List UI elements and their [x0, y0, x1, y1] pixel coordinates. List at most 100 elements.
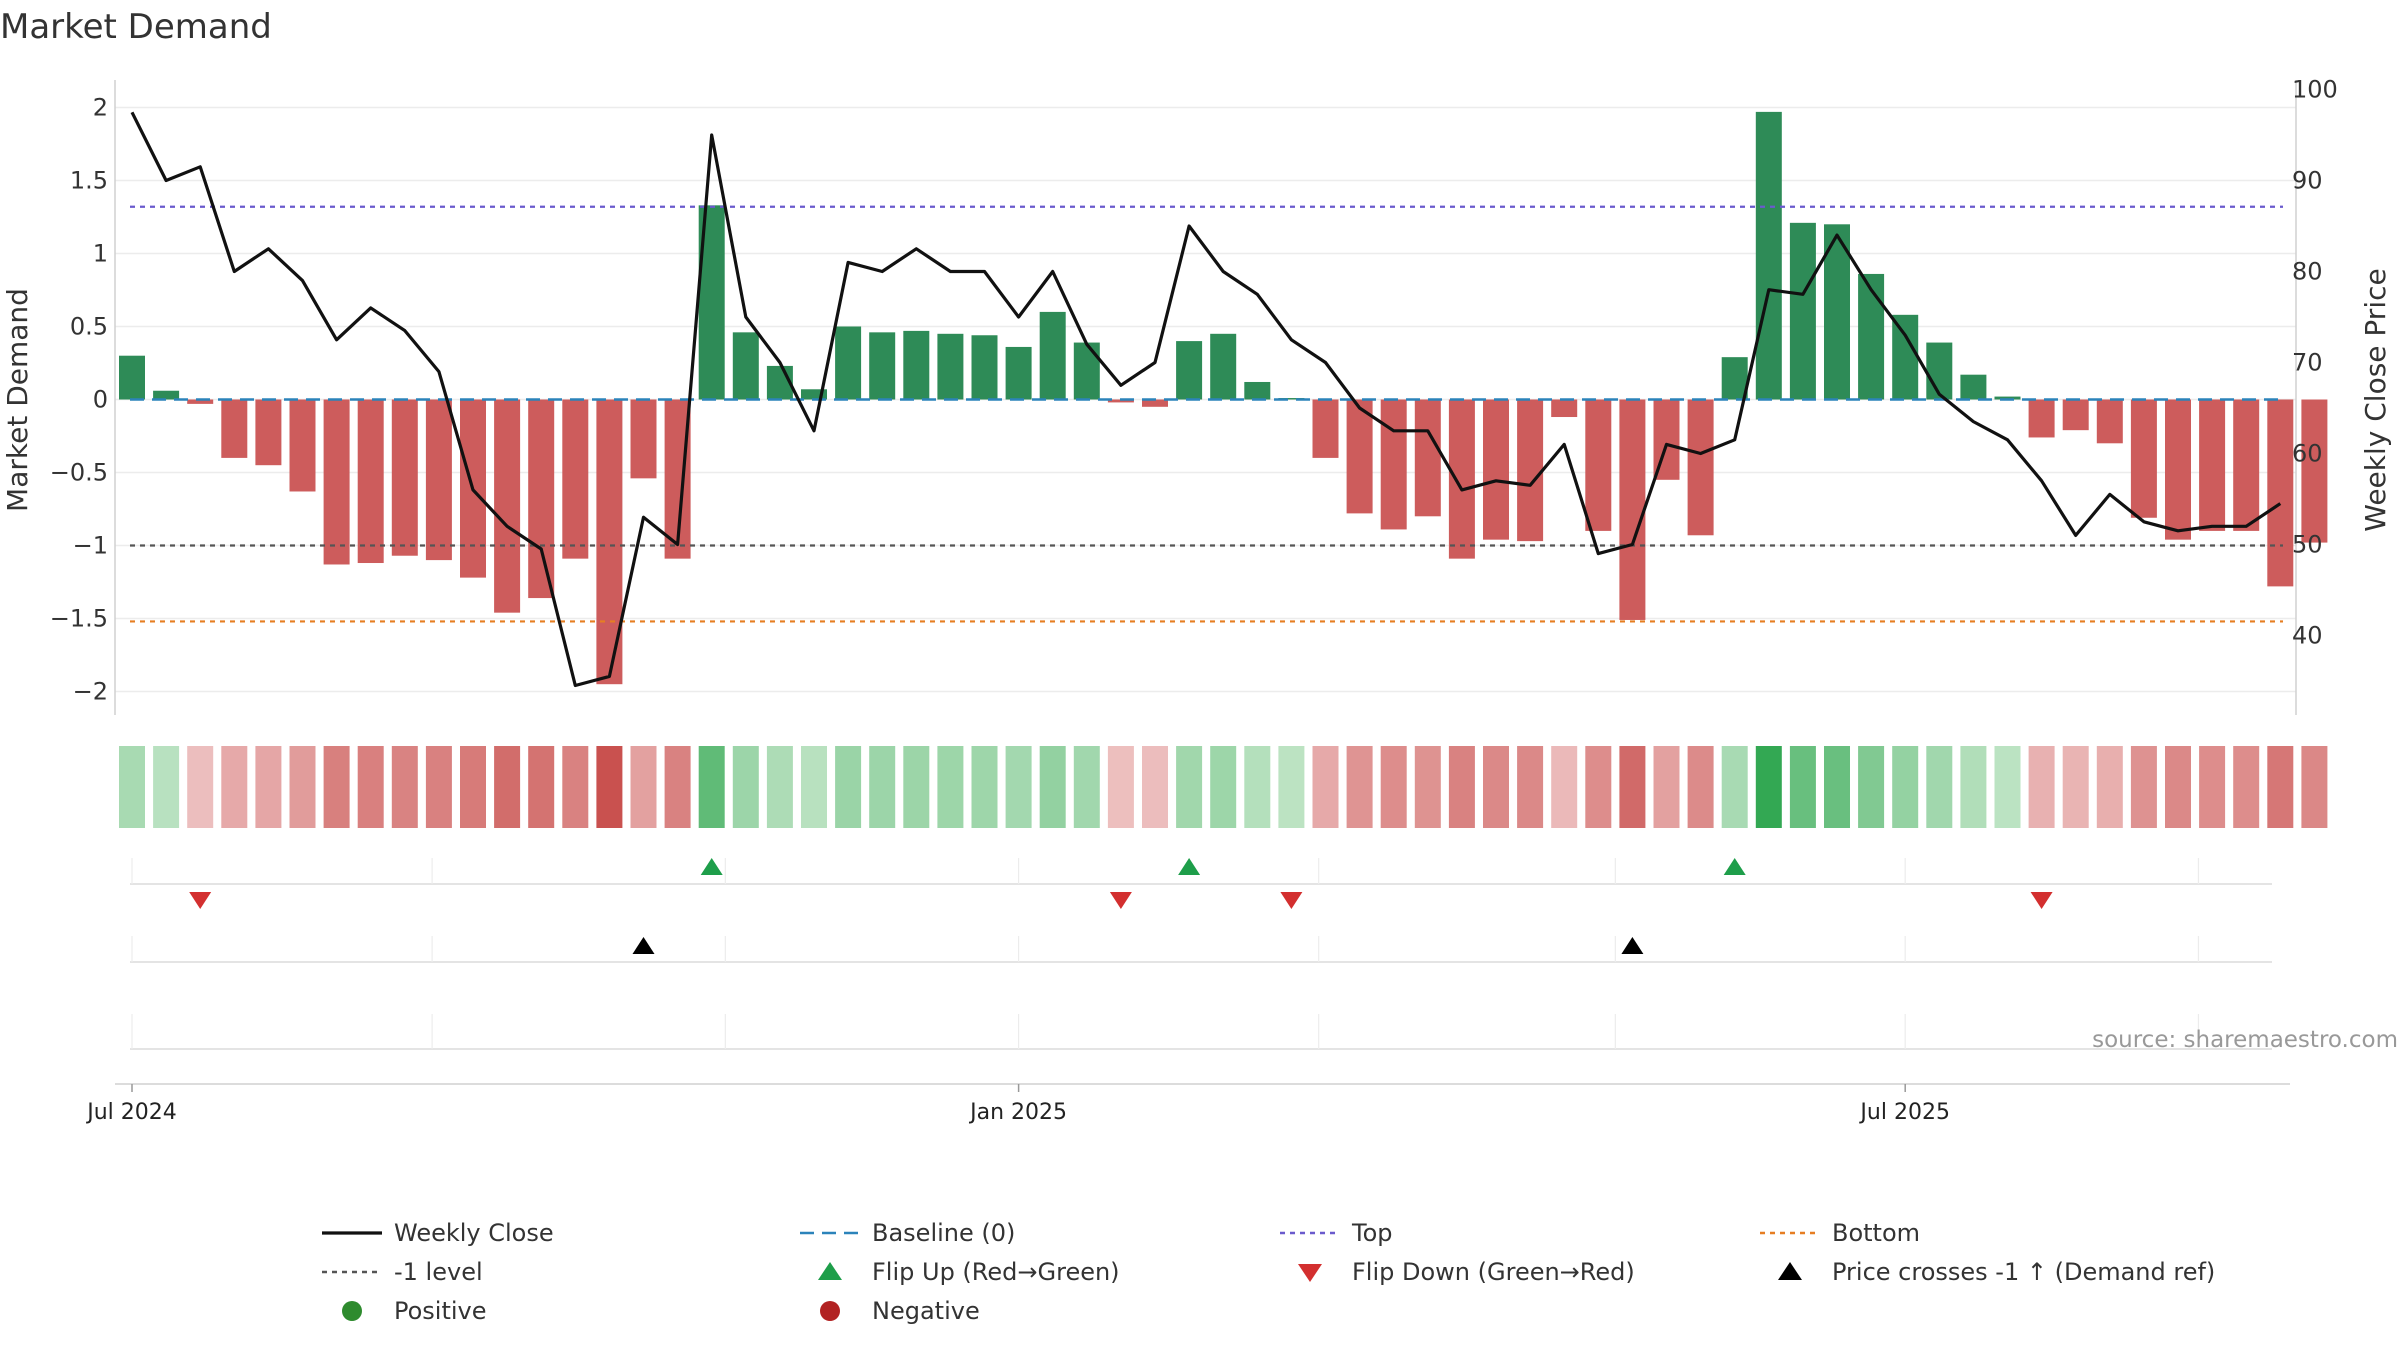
heat-cell	[664, 746, 691, 828]
heat-cell	[119, 746, 145, 828]
heat-cell	[494, 746, 521, 828]
heat-cell	[562, 746, 589, 828]
demand-bar	[1517, 399, 1544, 542]
demand-bar	[391, 399, 418, 556]
heat-cell	[1039, 746, 1066, 828]
y2-tick-label: 70	[2292, 349, 2323, 377]
demand-bar	[937, 333, 964, 400]
heat-cell	[1858, 746, 1885, 828]
y-tick-label: 1.5	[70, 167, 108, 195]
heat-cell	[2199, 746, 2226, 828]
heat-cell	[1414, 746, 1441, 828]
heat-cell	[2028, 746, 2055, 828]
y-tick-label: 1	[93, 240, 108, 268]
legend-label: Negative	[872, 1297, 980, 1325]
demand-bar	[1585, 399, 1612, 531]
heat-cell	[1892, 746, 1919, 828]
demand-bar	[1619, 399, 1646, 620]
heat-cell	[596, 746, 623, 828]
demand-bar	[903, 330, 930, 400]
heat-cell	[289, 746, 316, 828]
demand-bar	[2233, 399, 2260, 531]
heat-cell	[357, 746, 384, 828]
y-axis-title: Market Demand	[1, 288, 34, 512]
heat-cell	[1721, 746, 1748, 828]
x-tick-label: Jul 2025	[1858, 1100, 1950, 1125]
demand-bar	[119, 355, 145, 400]
heat-cell	[1142, 746, 1168, 828]
demand-bar	[255, 399, 282, 466]
source-note: source: sharemaestro.com	[2092, 1027, 2398, 1053]
heat-cell	[391, 746, 418, 828]
chart-title: Market Demand	[0, 7, 272, 47]
demand-bar	[1176, 341, 1203, 400]
heat-cell	[1926, 746, 1953, 828]
demand-bar	[1551, 399, 1578, 418]
demand-bar	[2130, 399, 2157, 518]
flip-down-marker	[1109, 892, 1132, 909]
heat-cell	[1107, 746, 1134, 828]
demand-bar	[2028, 399, 2055, 438]
heat-cell	[2130, 746, 2157, 828]
heat-cell	[1755, 746, 1782, 828]
heat-cell	[255, 746, 282, 828]
demand-bar	[1073, 342, 1100, 400]
heat-cell	[1824, 746, 1850, 828]
heat-cell	[801, 746, 827, 828]
demand-bar	[869, 332, 896, 400]
heat-cell	[153, 746, 180, 828]
heat-cell	[528, 746, 555, 828]
demand-bar	[1039, 311, 1066, 400]
price-cross-marker	[632, 937, 655, 954]
legend-swatch-dot	[342, 1301, 362, 1321]
demand-bar	[528, 399, 555, 599]
demand-bar	[1994, 396, 2021, 400]
demand-bar	[1346, 399, 1373, 514]
demand-bar	[1142, 399, 1168, 407]
heat-cell	[2267, 746, 2294, 828]
demand-bar	[1721, 357, 1748, 400]
heat-cell	[2062, 746, 2089, 828]
heat-cell	[1517, 746, 1544, 828]
legend-label: Bottom	[1832, 1219, 1920, 1247]
demand-bar	[1005, 346, 1032, 400]
heat-cell	[1448, 746, 1475, 828]
demand-bar	[562, 399, 589, 559]
weekly-close-line	[130, 111, 2282, 688]
y2-tick-label: 50	[2292, 531, 2323, 559]
y2-tick-label: 80	[2292, 258, 2323, 286]
flip-up-marker	[1178, 858, 1201, 875]
price-cross-marker	[1621, 937, 1644, 954]
heat-cell	[1210, 746, 1237, 828]
heat-cell	[1244, 746, 1271, 828]
demand-bar	[153, 390, 180, 400]
reference-lines	[130, 205, 2283, 623]
demand-bar	[289, 399, 316, 492]
heat-cell	[1687, 746, 1714, 828]
demand-bar	[2199, 399, 2226, 531]
heat-cell	[1551, 746, 1578, 828]
heat-cell	[1960, 746, 1987, 828]
demand-bar	[1210, 333, 1237, 400]
heat-cell	[903, 746, 930, 828]
legend-label: Baseline (0)	[872, 1219, 1015, 1247]
flip-down-marker	[1280, 892, 1303, 909]
demand-bar	[1448, 399, 1475, 559]
heat-cell	[1619, 746, 1646, 828]
legend-label: -1 level	[394, 1258, 483, 1286]
demand-bar	[1858, 273, 1885, 400]
demand-bar	[1107, 399, 1134, 403]
heat-cell	[221, 746, 248, 828]
x-tick-label: Jan 2025	[968, 1100, 1067, 1125]
y2-tick-label: 40	[2292, 622, 2323, 650]
heat-cell	[732, 746, 759, 828]
heat-cell	[869, 746, 896, 828]
y-tick-label: −1	[73, 532, 108, 560]
demand-bar	[1414, 399, 1441, 517]
heat-cell	[1073, 746, 1100, 828]
demand-bar	[187, 399, 214, 404]
heat-cell	[1789, 746, 1816, 828]
demand-bar	[971, 335, 998, 400]
flip-up-marker	[1723, 858, 1746, 875]
